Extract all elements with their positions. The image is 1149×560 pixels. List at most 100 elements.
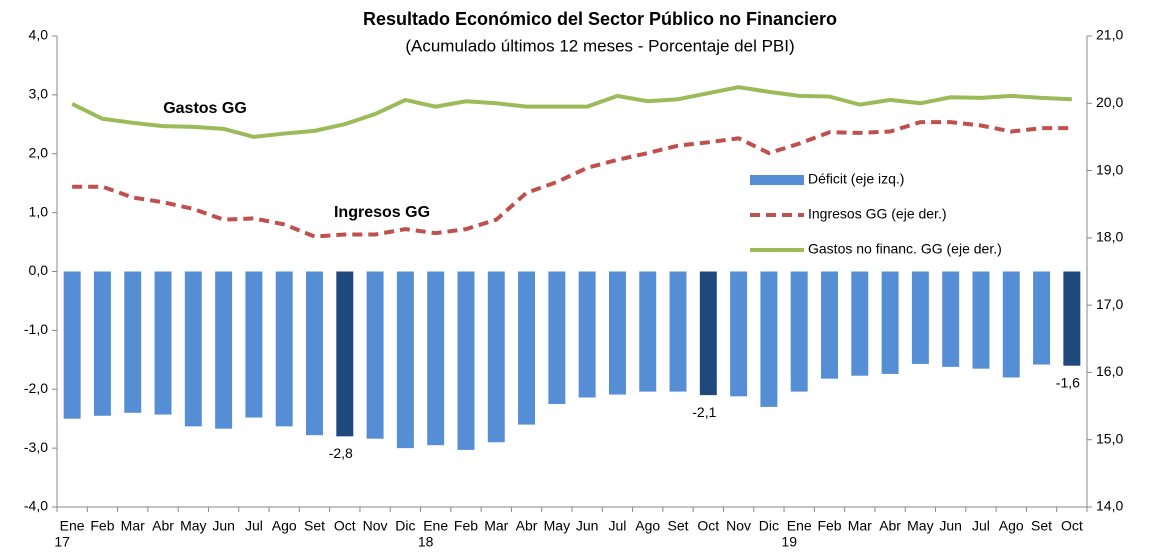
bar <box>215 271 233 429</box>
x-tick-label: Abr <box>879 518 901 534</box>
bar <box>669 271 687 392</box>
x-tick-label: Set <box>304 518 325 534</box>
bar <box>306 271 323 436</box>
chart-title: Resultado Económico del Sector Público n… <box>363 9 837 29</box>
bar <box>730 271 748 397</box>
x-tick-label: May <box>180 518 206 534</box>
bar <box>124 271 142 413</box>
chart-subtitle: (Acumulado últimos 12 meses - Porcentaje… <box>405 36 794 55</box>
x-tick-label: Abr <box>516 518 538 534</box>
bar <box>548 271 566 404</box>
x-tick-label: Nov <box>363 518 388 534</box>
bar <box>851 271 869 376</box>
bar <box>93 271 111 416</box>
x-tick-label: Feb <box>454 518 478 534</box>
y-tick-label: -1,0 <box>24 321 48 337</box>
x-tick-label: Mar <box>484 518 508 534</box>
y-tick-label: -4,0 <box>24 498 48 514</box>
annotation: Ingresos GG <box>334 204 430 221</box>
x-tick-label: Ene <box>423 518 448 534</box>
y2-tick-label: 15,0 <box>1096 430 1123 446</box>
x-tick-label: Feb <box>817 518 841 534</box>
x-tick-label: May <box>907 518 933 534</box>
x-tick-label: Ago <box>272 518 297 534</box>
bar <box>1063 271 1081 366</box>
y-tick-label: 4,0 <box>29 27 49 43</box>
bar <box>184 271 202 427</box>
x-year-label: 19 <box>781 534 797 550</box>
line <box>72 120 1072 239</box>
y2-tick-label: 18,0 <box>1096 229 1123 245</box>
x-tick-label: Oct <box>334 518 356 534</box>
x-tick-label: Jun <box>939 518 962 534</box>
x-tick-label: Jun <box>576 518 599 534</box>
bar <box>336 271 354 437</box>
bar <box>911 271 929 364</box>
y-tick-label: 3,0 <box>29 86 49 102</box>
x-year-label: 17 <box>54 534 70 550</box>
x-tick-label: Mar <box>848 518 872 534</box>
x-tick-label: Set <box>1031 518 1052 534</box>
x-tick-label: Ago <box>635 518 660 534</box>
x-tick-label: Ene <box>787 518 812 534</box>
y-tick-label: 2,0 <box>29 144 49 160</box>
bar <box>699 271 717 396</box>
x-tick-label: Set <box>668 518 689 534</box>
bar <box>760 271 778 407</box>
x-tick-label: Mar <box>121 518 145 534</box>
data-label: -2,8 <box>329 445 353 461</box>
y2-tick-label: 20,0 <box>1096 94 1123 110</box>
x-tick-label: Jun <box>212 518 235 534</box>
y2-tick-label: 21,0 <box>1096 27 1123 43</box>
data-label: -1,6 <box>1056 374 1080 390</box>
y2-tick-label: 14,0 <box>1096 498 1123 514</box>
bar <box>578 271 596 398</box>
x-tick-label: Feb <box>90 518 114 534</box>
data-label: -2,1 <box>692 404 716 420</box>
x-tick-label: Dic <box>395 518 415 534</box>
bar <box>427 271 445 446</box>
x-tick-label: Oct <box>1061 518 1083 534</box>
bar <box>63 271 81 419</box>
bar <box>821 271 838 379</box>
bar <box>366 271 384 439</box>
y-tick-label: 0,0 <box>29 262 49 278</box>
legend-label: Déficit (eje izq.) <box>808 171 904 187</box>
y2-tick-label: 17,0 <box>1096 296 1123 312</box>
y-tick-label: -3,0 <box>24 439 48 455</box>
bar <box>457 271 475 450</box>
x-tick-label: Jul <box>972 518 990 534</box>
legend-swatch <box>750 175 804 185</box>
x-tick-label: Abr <box>152 518 174 534</box>
x-tick-label: Ago <box>999 518 1024 534</box>
bar <box>881 271 899 374</box>
y-tick-label: 1,0 <box>29 203 49 219</box>
x-tick-label: Oct <box>697 518 719 534</box>
legend-label: Ingresos GG (eje der.) <box>808 206 947 222</box>
x-tick-label: Jul <box>245 518 263 534</box>
bar <box>1033 271 1051 365</box>
bar <box>154 271 172 415</box>
y2-tick-label: 19,0 <box>1096 161 1123 177</box>
bar <box>790 271 808 392</box>
bar <box>1002 271 1020 378</box>
x-tick-label: Dic <box>759 518 779 534</box>
bar <box>245 271 263 418</box>
bar <box>396 271 414 449</box>
legend-label: Gastos no financ. GG (eje der.) <box>808 241 1002 257</box>
bar <box>487 271 505 443</box>
y-tick-label: -2,0 <box>24 380 48 396</box>
x-year-label: 18 <box>418 534 434 550</box>
x-tick-label: Nov <box>726 518 751 534</box>
bar <box>275 271 293 427</box>
line <box>71 85 1072 139</box>
x-tick-label: Jul <box>608 518 626 534</box>
bar <box>942 271 960 367</box>
annotation: Gastos GG <box>163 100 247 117</box>
x-tick-label: May <box>544 518 570 534</box>
bar <box>608 271 626 395</box>
y2-tick-label: 16,0 <box>1096 363 1123 379</box>
bar <box>639 271 657 392</box>
x-tick-label: Ene <box>60 518 85 534</box>
